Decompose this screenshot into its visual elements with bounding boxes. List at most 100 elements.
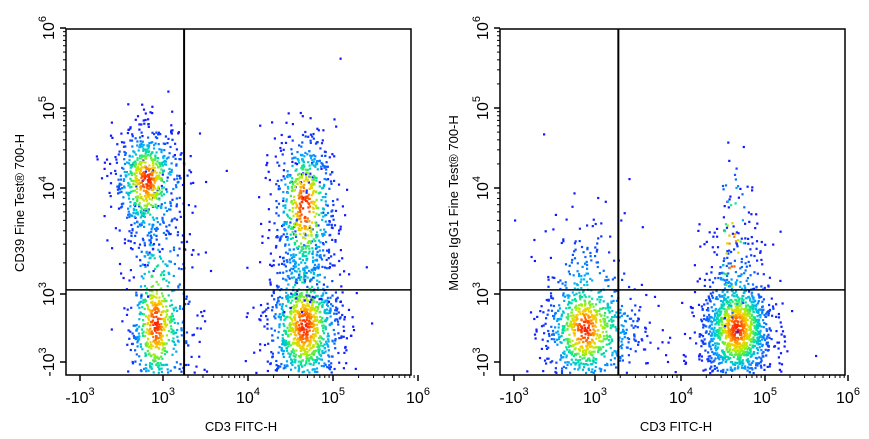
- event-point: [311, 302, 314, 305]
- event-point: [149, 167, 152, 171]
- event-point: [718, 326, 721, 329]
- event-point: [139, 206, 142, 209]
- event-point: [299, 337, 302, 340]
- event-point: [308, 210, 311, 213]
- event-point: [155, 234, 158, 237]
- event-point: [601, 331, 604, 334]
- event-point: [138, 167, 141, 170]
- event-point: [563, 352, 566, 356]
- event-point: [577, 337, 580, 340]
- event-point: [337, 232, 340, 235]
- event-point: [624, 332, 627, 335]
- event-point: [581, 368, 585, 371]
- event-point: [723, 313, 726, 316]
- event-point: [585, 349, 588, 352]
- event-point: [152, 147, 156, 150]
- event-point: [315, 349, 318, 352]
- event-point: [144, 315, 148, 318]
- event-point: [661, 341, 664, 344]
- event-point: [735, 315, 738, 318]
- event-point: [762, 337, 765, 340]
- event-point: [526, 370, 529, 373]
- event-point: [277, 263, 280, 266]
- event-point: [703, 338, 706, 341]
- event-point: [567, 270, 570, 273]
- event-point: [266, 161, 269, 164]
- event-point: [286, 252, 290, 255]
- event-point: [755, 303, 758, 306]
- event-point: [165, 342, 168, 345]
- event-point: [726, 355, 729, 358]
- event-point: [684, 361, 688, 364]
- event-point: [138, 154, 142, 157]
- event-point: [313, 368, 316, 371]
- event-point: [140, 223, 143, 227]
- event-point: [283, 329, 286, 332]
- event-point: [730, 329, 733, 332]
- event-point: [535, 330, 538, 333]
- event-point: [149, 213, 152, 216]
- event-point: [723, 302, 726, 306]
- event-point: [326, 312, 329, 315]
- event-point: [106, 174, 109, 178]
- event-point: [320, 354, 323, 357]
- event-point: [312, 350, 315, 353]
- event-point: [637, 343, 640, 346]
- event-point: [294, 306, 297, 309]
- event-point: [324, 350, 327, 353]
- event-point: [326, 204, 329, 207]
- event-point: [719, 355, 722, 358]
- event-point: [165, 323, 168, 326]
- event-point: [580, 278, 583, 281]
- event-point: [170, 192, 173, 195]
- event-point: [750, 305, 753, 308]
- event-point: [306, 302, 309, 305]
- event-point: [305, 358, 308, 361]
- event-point: [293, 337, 296, 340]
- event-point: [585, 338, 588, 341]
- event-point: [164, 160, 168, 163]
- event-point: [294, 355, 297, 358]
- event-point: [316, 370, 319, 373]
- event-point: [565, 316, 568, 319]
- event-point: [333, 367, 336, 371]
- event-point: [345, 337, 348, 340]
- event-point: [724, 297, 727, 300]
- event-point: [133, 336, 136, 339]
- event-point: [277, 367, 280, 370]
- event-point: [322, 287, 325, 290]
- event-point: [315, 190, 318, 194]
- event-point: [301, 259, 304, 262]
- event-point: [299, 363, 302, 366]
- event-point: [150, 312, 153, 315]
- event-point: [172, 187, 175, 191]
- event-point: [747, 336, 751, 339]
- event-point: [294, 361, 297, 364]
- event-point: [573, 332, 576, 335]
- event-point: [292, 265, 295, 268]
- event-point: [737, 307, 740, 310]
- event-point: [584, 326, 587, 330]
- event-point: [293, 304, 296, 307]
- event-point: [711, 281, 715, 284]
- event-point: [751, 303, 754, 307]
- event-point: [157, 332, 161, 335]
- event-point: [301, 252, 304, 255]
- event-point: [733, 347, 736, 351]
- event-point: [324, 220, 327, 223]
- event-point: [133, 189, 136, 192]
- event-point: [600, 295, 603, 298]
- event-point: [144, 170, 147, 173]
- event-point: [610, 301, 613, 304]
- event-point: [719, 332, 722, 335]
- event-point: [593, 350, 596, 353]
- event-point: [705, 308, 709, 312]
- event-point: [709, 372, 712, 375]
- event-point: [147, 295, 150, 298]
- event-point: [307, 359, 311, 362]
- event-point: [308, 357, 312, 360]
- event-point: [149, 256, 152, 259]
- event-point: [320, 258, 324, 261]
- event-point: [561, 367, 564, 370]
- event-point: [287, 173, 290, 176]
